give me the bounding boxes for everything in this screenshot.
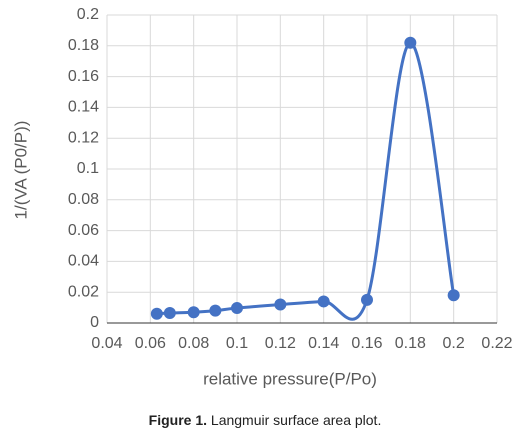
y-tick-label: 0.18 xyxy=(68,37,99,54)
x-tick-label: 0.14 xyxy=(308,335,339,352)
data-point xyxy=(317,295,330,308)
y-tick-label: 0.2 xyxy=(77,6,99,23)
data-point xyxy=(150,307,163,320)
x-tick-label: 0.04 xyxy=(91,335,122,352)
data-point xyxy=(404,36,417,49)
y-tick-label: 0.16 xyxy=(68,68,99,85)
x-tick-label: 0.08 xyxy=(178,335,209,352)
y-tick-label: 0.04 xyxy=(68,253,99,270)
data-point xyxy=(231,302,243,315)
x-tick-label: 0.16 xyxy=(351,335,382,352)
y-tick-label: 0.02 xyxy=(68,283,99,300)
caption-label: Figure 1. xyxy=(149,412,207,428)
data-point xyxy=(209,304,222,317)
x-tick-label: 0.12 xyxy=(265,335,296,352)
y-tick-label: 0 xyxy=(90,314,99,331)
series-line xyxy=(156,41,456,321)
caption: Figure 1. Langmuir surface area plot. xyxy=(149,412,382,428)
data-point xyxy=(447,289,460,302)
data-point xyxy=(274,298,287,311)
x-axis-label: relative pressure(P/Po) xyxy=(203,369,377,388)
y-tick-label: 0.1 xyxy=(77,160,99,177)
x-tick-label: 0.18 xyxy=(395,335,426,352)
x-tick-label: 0.2 xyxy=(443,335,465,352)
y-axis-label: 1/(VA (P0/P)) xyxy=(11,121,30,220)
y-tick-label: 0.12 xyxy=(68,129,99,146)
x-tick-label: 0.06 xyxy=(135,335,166,352)
x-tick-label: 0.22 xyxy=(481,335,512,352)
x-tick-label: 0.1 xyxy=(226,335,248,352)
data-point xyxy=(361,293,373,306)
data-point xyxy=(163,306,176,319)
y-tick-label: 0.08 xyxy=(68,191,99,208)
y-tick-label: 0.06 xyxy=(68,222,99,239)
y-tick-label: 0.14 xyxy=(68,99,99,116)
data-point xyxy=(187,306,200,319)
caption-text: Langmuir surface area plot. xyxy=(211,412,381,428)
